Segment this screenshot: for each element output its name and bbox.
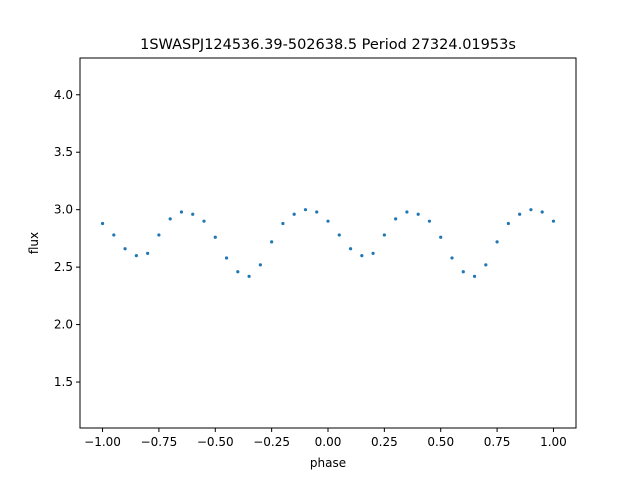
data-point (179, 210, 184, 214)
data-point (461, 270, 465, 274)
y-tick-label: 4.0 (54, 88, 73, 102)
data-point (394, 217, 398, 221)
data-point (292, 212, 296, 216)
data-point (224, 256, 229, 260)
x-tick-label: −1.00 (84, 435, 121, 449)
x-tick-label: 1.00 (540, 435, 567, 449)
data-point (191, 212, 195, 216)
data-point (157, 233, 161, 237)
data-point (360, 254, 364, 258)
data-point (123, 247, 127, 251)
scatter-points (100, 208, 556, 278)
x-tick-label: −0.75 (141, 435, 178, 449)
data-point (100, 221, 105, 226)
data-point (303, 208, 308, 212)
data-point (112, 233, 116, 237)
data-point (146, 251, 150, 255)
chart-title: 1SWASPJ124536.39-502638.5 Period 27324.0… (140, 37, 516, 53)
y-tick-label: 2.5 (54, 260, 73, 274)
data-point (315, 210, 319, 214)
x-tick-label: 0.50 (427, 435, 454, 449)
data-point (405, 210, 409, 214)
data-point (472, 274, 477, 278)
data-point (337, 233, 341, 237)
data-point (281, 221, 285, 226)
y-tick-label: 2.0 (54, 318, 73, 332)
x-axis-ticks: −1.00 −0.75 −0.50 −0.25 0.00 0.25 0.50 0.75 1.00 (84, 428, 567, 449)
data-point (236, 270, 240, 274)
data-point (495, 240, 499, 244)
data-point (551, 219, 556, 223)
y-tick-label: 3.0 (54, 203, 73, 217)
data-point (518, 212, 522, 216)
data-point (450, 256, 454, 260)
data-point (371, 251, 375, 255)
x-tick-label: 0.25 (371, 435, 398, 449)
data-point (247, 274, 251, 278)
data-point (439, 235, 443, 239)
data-point (484, 263, 488, 267)
data-point (168, 217, 172, 221)
y-axis-ticks: 1.5 2.0 2.5 3.0 3.5 4.0 (54, 88, 80, 389)
data-point (540, 210, 544, 214)
data-point (270, 240, 274, 244)
x-tick-label: 0.75 (484, 435, 511, 449)
data-point (382, 233, 386, 237)
data-point (326, 219, 330, 223)
x-tick-label: −0.50 (197, 435, 234, 449)
plot-frame (79, 57, 577, 429)
y-tick-label: 1.5 (54, 375, 73, 389)
y-tick-label: 3.5 (54, 145, 73, 159)
data-point (348, 247, 353, 251)
x-tick-label: −0.25 (253, 435, 290, 449)
data-point (202, 219, 206, 223)
data-point (258, 263, 262, 267)
data-point (506, 221, 510, 226)
data-point (416, 212, 420, 216)
data-point (529, 208, 533, 212)
data-point (213, 235, 217, 239)
data-point (427, 219, 432, 223)
x-axis-label: phase (310, 456, 346, 470)
data-point (134, 254, 138, 258)
x-tick-label: 0.00 (315, 435, 342, 449)
y-axis-label: flux (27, 232, 41, 254)
